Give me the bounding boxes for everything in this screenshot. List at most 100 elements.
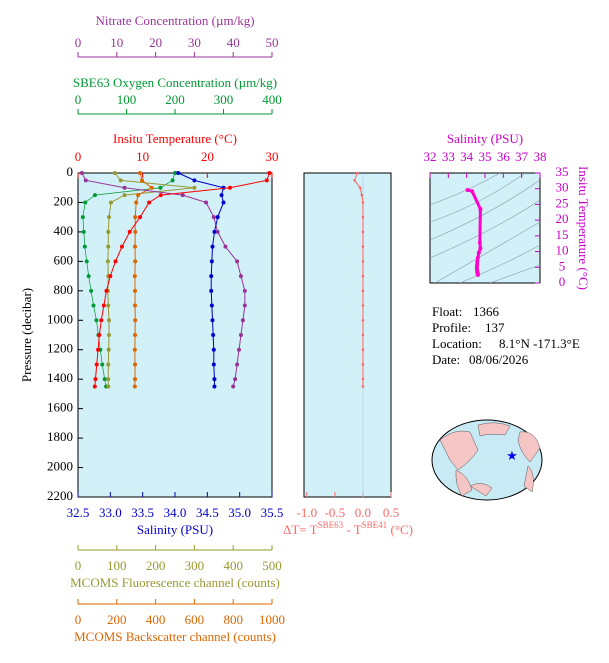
svg-text:★: ★: [506, 448, 518, 463]
profile-point: [138, 215, 143, 220]
x-tick-label: 35: [479, 149, 492, 164]
profile-point: [134, 200, 139, 205]
profile-point: [192, 185, 197, 190]
y-tick-label: 800: [54, 282, 74, 297]
axis-title: Salinity (PSU): [447, 131, 523, 146]
profile-line: [134, 172, 153, 387]
profile-point: [133, 259, 138, 264]
profile-point: [223, 244, 228, 249]
x-tick-label: 35.5: [261, 505, 284, 520]
profile-point: [106, 244, 111, 249]
profile-point: [91, 303, 96, 308]
profile-point: [106, 362, 111, 367]
profile-point: [105, 259, 110, 264]
y-tick-label: 200: [54, 193, 74, 208]
profile-point: [83, 178, 88, 183]
x-tick-label: 400: [223, 558, 243, 573]
profile-point: [360, 193, 364, 197]
profile-point: [93, 377, 98, 382]
profile-point: [96, 347, 101, 352]
profile-point: [86, 274, 91, 279]
profile-point: [361, 215, 365, 219]
profile-point: [212, 229, 217, 234]
profile-point: [221, 200, 226, 205]
profile-point: [242, 303, 247, 308]
profile-point: [122, 185, 127, 190]
info-label: Float:: [432, 304, 462, 319]
profile-point: [238, 333, 243, 337]
info-value: 137: [485, 320, 505, 335]
y-tick-label: 1000: [47, 311, 73, 326]
profile-point: [361, 318, 365, 322]
y-tick-label: 25: [556, 195, 569, 210]
x-tick-label: 100: [107, 558, 127, 573]
x-tick-label: 0.0: [355, 505, 371, 520]
profile-point: [106, 347, 111, 352]
profile-point: [133, 288, 138, 293]
profile-point: [133, 362, 138, 367]
profile-point: [211, 362, 216, 367]
profile-point: [361, 377, 365, 381]
x-tick-label: 33.5: [131, 505, 154, 520]
profile-point: [361, 304, 365, 307]
x-tick-label: 300: [214, 92, 234, 107]
profile-point: [267, 171, 272, 175]
profile-point: [231, 384, 236, 389]
ts-point: [478, 246, 483, 251]
profile-point: [99, 318, 104, 323]
x-tick-label: -1.0: [297, 505, 318, 520]
axis-title: ΔT= TSBE63 - TSBE41 (°C): [283, 520, 413, 537]
y-axis-title: Pressure (decibar): [19, 288, 34, 382]
profile-point: [133, 229, 138, 234]
x-tick-label: 10: [136, 149, 149, 164]
x-tick-label: 0: [75, 612, 82, 627]
x-tick-label: 1000: [259, 612, 285, 627]
profile-point: [132, 384, 137, 389]
profile-point: [215, 229, 220, 234]
profile-point: [92, 193, 97, 198]
axis-title: Insitu Temperature (°C): [113, 131, 237, 146]
axis-title-part: - T: [343, 522, 362, 537]
profile-point: [212, 377, 217, 382]
profile-point: [106, 303, 111, 308]
profile-point: [133, 303, 138, 308]
x-tick-label: 38: [534, 149, 547, 164]
ts-point: [477, 240, 482, 245]
y-tick-label: 5: [559, 258, 566, 273]
profile-point: [180, 193, 185, 198]
profile-point: [361, 245, 365, 248]
profile-point: [212, 384, 217, 389]
profile-point: [211, 333, 216, 337]
ts-point: [470, 189, 475, 194]
x-tick-label: 20: [201, 149, 214, 164]
profile-point: [242, 288, 247, 293]
x-tick-label: 100: [117, 92, 137, 107]
profile-point: [210, 318, 215, 323]
profile-point: [112, 171, 117, 175]
profile-point: [361, 363, 365, 366]
y-tick-label: 1400: [47, 370, 73, 385]
profile-point: [209, 259, 214, 264]
y-tick-label: 20: [556, 211, 569, 226]
ts-density-contours: [429, 172, 541, 284]
y-tick-label: 1200: [47, 341, 73, 356]
x-tick-label: 500: [262, 558, 282, 573]
x-tick-label: 32.5: [67, 505, 90, 520]
profile-line: [107, 172, 195, 387]
profile-point: [101, 303, 106, 308]
profile-point: [235, 362, 240, 367]
x-tick-label: 0: [75, 558, 82, 573]
profile-point: [107, 333, 112, 337]
profile-point: [361, 230, 365, 234]
x-tick-label: 200: [107, 612, 127, 627]
axis-title: MCOMS Backscatter channel (counts): [74, 629, 276, 644]
profile-point: [238, 274, 243, 279]
profile-point: [361, 260, 365, 263]
axis-title-part: ΔT= T: [283, 522, 318, 537]
profile-point: [158, 185, 163, 190]
profile-point: [240, 318, 245, 323]
profile-point: [361, 348, 365, 352]
profile-point: [133, 377, 138, 382]
y-tick-label: 0: [559, 274, 566, 289]
x-tick-label: 33.0: [99, 505, 122, 520]
